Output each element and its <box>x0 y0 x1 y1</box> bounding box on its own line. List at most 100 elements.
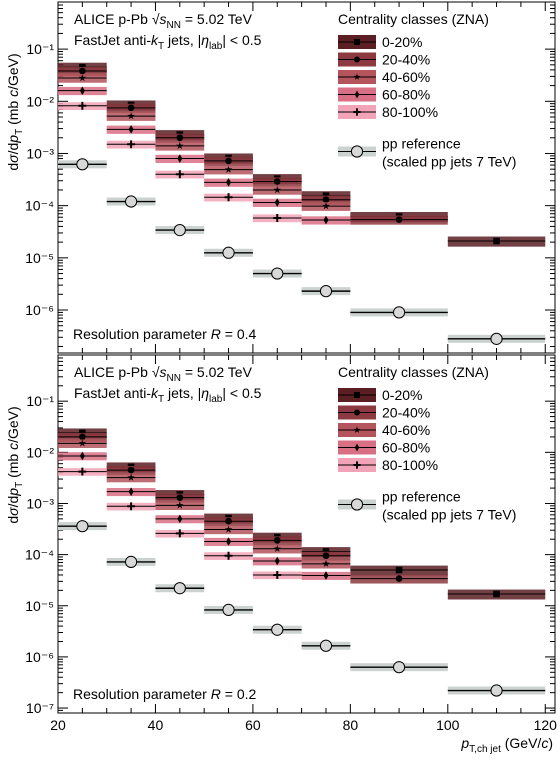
data-point <box>128 487 134 496</box>
data-point <box>224 193 233 202</box>
data-point <box>274 198 280 207</box>
series-60-80 <box>58 451 351 580</box>
data-point <box>395 216 403 223</box>
legend-marker <box>353 461 361 469</box>
legend-label: 40-60% <box>382 422 430 438</box>
data-point <box>493 590 500 598</box>
data-point <box>127 473 135 481</box>
legend-label: 0-20% <box>382 34 422 50</box>
data-point <box>127 140 136 149</box>
data-point <box>176 141 184 150</box>
series-60-80 <box>58 86 351 225</box>
data-point <box>79 433 86 441</box>
pp-point <box>319 285 333 298</box>
legend-label: 60-80% <box>382 440 430 456</box>
pp-point <box>76 158 89 171</box>
x-tick-label: 60 <box>245 717 261 733</box>
data-point <box>273 537 281 544</box>
series-20-40 <box>58 432 448 584</box>
legend-header: Centrality classes (ZNA) <box>338 11 489 27</box>
header-line1: ALICE p-Pb √sNN = 5.02 TeV <box>74 364 253 384</box>
legend-pp-label: pp reference <box>382 136 461 152</box>
legend-marker <box>354 90 360 99</box>
series-80-100 <box>58 101 302 223</box>
data-point <box>225 157 232 165</box>
data-point <box>127 104 135 112</box>
y-tick-label: 10⁻⁴ <box>25 198 54 214</box>
legend-label: 20-40% <box>382 52 430 68</box>
data-point <box>78 74 87 82</box>
y-tick-label: 10⁻⁶ <box>25 302 54 318</box>
data-point <box>177 514 183 524</box>
data-point <box>176 134 184 142</box>
legend-label: 20-40% <box>382 405 430 421</box>
y-tick-label: 10⁻⁵ <box>25 250 54 266</box>
x-tick-label: 100 <box>436 717 460 733</box>
data-point <box>127 112 135 120</box>
header-line2: FastJet anti-kT jets, |ηlab| < 0.5 <box>74 385 262 405</box>
header-line1: ALICE p-Pb √sNN = 5.02 TeV <box>74 11 253 31</box>
y-tick-label: 10⁻⁷ <box>26 700 54 716</box>
pp-point <box>392 306 406 319</box>
y-tick-label: 10⁻³ <box>26 145 54 161</box>
legend-marker <box>354 409 360 416</box>
pp-point <box>271 623 284 636</box>
data-point <box>273 571 282 579</box>
data-point <box>224 551 233 560</box>
panel-top: 10⁻⁶ 10⁻⁵ 10⁻⁴ 10⁻³ 10⁻² 10⁻¹ ALICE p-Pb √sNN … <box>5 1 556 354</box>
series-pp-reference <box>58 520 546 697</box>
legend-pp-label: pp reference <box>382 489 461 505</box>
x-tick-label: 20 <box>50 717 66 733</box>
pp-point <box>222 603 235 616</box>
legend-label: 40-60% <box>382 69 430 85</box>
data-point <box>273 178 281 185</box>
legend-pp-label-2: (scaled pp jets 7 TeV) <box>382 154 516 170</box>
data-point <box>226 178 232 187</box>
data-point <box>177 154 183 163</box>
data-point <box>323 215 329 225</box>
data-point <box>322 552 330 560</box>
pp-point <box>124 195 138 208</box>
series-20-40 <box>58 66 448 225</box>
y-tick-label: 10⁻⁵ <box>25 598 54 614</box>
plot-frame <box>57 1 556 354</box>
data-point <box>176 494 184 501</box>
legend-marker <box>354 443 360 452</box>
data-point <box>175 170 184 179</box>
y-tick-label: 10⁻¹ <box>26 41 54 57</box>
x-tick-label: 40 <box>148 717 164 733</box>
legend-pp-marker <box>350 145 364 158</box>
resolution-annotation: Resolution parameter R = 0.2 <box>73 686 257 702</box>
data-point <box>79 67 86 75</box>
data-point <box>274 556 280 566</box>
chart-panels: 10⁻⁶ 10⁻⁵ 10⁻⁴ 10⁻³ 10⁻² 10⁻¹ ALICE p-Pb √sNN … <box>5 1 557 733</box>
legend-marker <box>354 39 360 45</box>
data-point <box>78 439 87 447</box>
y-tick-label: 10⁻¹ <box>26 393 54 409</box>
data-point <box>79 451 85 461</box>
series-40-60 <box>58 74 351 211</box>
data-point <box>226 537 232 546</box>
y-axis-label: dσ/dpT (mb c/GeV) <box>5 406 25 523</box>
legend-label: 60-80% <box>382 87 430 103</box>
data-point <box>224 525 233 533</box>
legend-pp-label-2: (scaled pp jets 7 TeV) <box>382 507 516 523</box>
pp-point <box>271 267 284 280</box>
data-point <box>127 466 135 474</box>
data-point <box>175 529 184 538</box>
data-point <box>224 165 233 173</box>
series-pp-reference <box>58 158 546 345</box>
y-tick-label: 10⁻⁶ <box>25 649 54 665</box>
data-point <box>78 101 87 110</box>
pp-point <box>490 684 503 697</box>
data-point <box>273 544 281 552</box>
data-point <box>273 186 281 194</box>
series-40-60 <box>58 439 351 569</box>
pp-point <box>222 246 235 259</box>
x-tick-label: 80 <box>343 717 359 733</box>
legend-marker <box>353 426 361 433</box>
header-line2: FastJet anti-kT jets, |ηlab| < 0.5 <box>74 32 262 52</box>
data-point <box>176 501 184 509</box>
data-point <box>395 575 403 582</box>
panel-bottom: 10⁻⁷ 10⁻⁶ 10⁻⁵ 10⁻⁴ 10⁻³ 10⁻² 10⁻¹ 20 40 60 80 100 1… <box>5 354 557 733</box>
